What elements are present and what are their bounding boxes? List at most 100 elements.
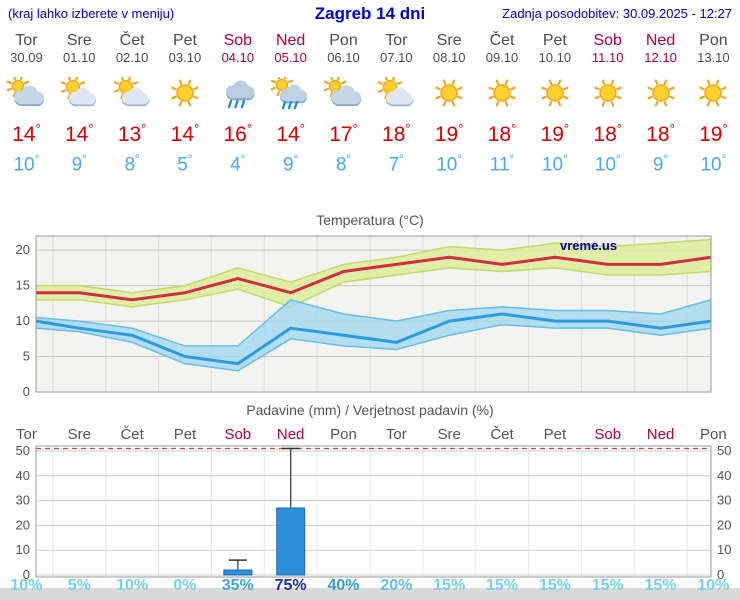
precip-probability: 35% [221,577,254,594]
precip-day-label: Sob [224,426,252,443]
last-update: Zadnja posodobitev: 30.09.2025 - 12:27 [502,6,732,21]
precip-probability-row: 10% 5% 10% 0% 35% 75% 40% 20% 15% 15% 15% 15% 15% 10% [0,577,740,595]
temp-min: 5° [177,153,193,176]
precip-day-label: Čet [120,426,144,443]
precip-day-label: Sre [67,426,91,443]
temp-max: 13° [117,121,147,146]
day-name: Tor [385,32,408,49]
temp-max: 18° [593,121,622,146]
temp-max: 14° [64,121,94,146]
sunny-weather-icon [482,77,522,111]
day-column-pet-03.10[interactable]: Pet 03.10 14° 5° [159,32,212,175]
precip-probability: 20% [380,577,413,594]
precip-probability: 15% [591,577,624,594]
temp-min: 4° [230,153,246,176]
svg-text:50: 50 [717,443,731,458]
day-name: Sob [593,32,622,49]
temp-max: 19° [699,121,728,146]
precip-day-label: Pon [700,426,727,443]
svg-text:30: 30 [16,493,30,508]
svg-text:40: 40 [16,468,30,483]
temp-max: 16° [223,121,253,146]
sunny-weather-icon [588,77,628,111]
day-name: Sre [436,32,462,49]
day-date: 01.10 [62,50,96,65]
day-name: Pet [542,32,567,49]
precip-day-label: Sob [594,426,622,443]
temp-min: 9° [652,153,669,176]
precip-probability: 5% [67,577,91,594]
temp-min: 11° [489,153,515,176]
temp-max: 18° [487,121,517,146]
svg-text:15: 15 [16,278,30,293]
day-date: 06.10 [327,50,360,65]
day-date: 09.10 [485,50,519,65]
sunny-weather-icon [429,77,469,111]
day-column-čet-02.10[interactable]: Čet 02.10 13° 8° [106,32,159,175]
sunny-weather-icon [165,77,205,111]
temp-max: 14° [12,121,41,146]
precip-day-label: Ned [646,426,675,443]
day-date: 05.10 [274,50,307,65]
precip-day-labels-row: Tor Sre Čet Pet Sob Ned Pon Tor Sre Čet Pet Sob Ned P… [0,426,740,443]
precip-probability: 15% [486,577,519,594]
day-name: Pon [699,32,728,49]
temp-min: 10° [13,153,40,176]
day-column-ned-12.10[interactable]: Ned 12.10 18° 9° [634,32,687,175]
temp-max: 18° [382,121,411,146]
sunny-weather-icon [693,77,733,111]
day-date: 03.10 [168,50,202,65]
partly-weather-icon [59,74,99,111]
day-date: 07.10 [380,50,413,65]
day-column-sre-01.10[interactable]: Sre 01.10 14° 9° [53,32,106,175]
page-title: Zagreb 14 dni [314,4,426,23]
day-date: 11.10 [591,50,624,65]
temp-min: 10° [700,153,727,176]
precip-day-label: Pon [330,426,357,443]
precip-probability: 10% [697,577,730,594]
day-date: 04.10 [221,50,255,65]
svg-text:5: 5 [23,349,30,364]
svg-text:10: 10 [717,542,731,557]
precip-day-label: Ned [276,426,305,443]
temp-max: 17° [329,121,358,146]
day-column-sre-08.10[interactable]: Sre 08.10 19° 10° [423,32,476,175]
precip-probability: 15% [433,577,466,594]
temp-max: 14° [170,121,200,146]
day-name: Ned [645,32,676,49]
precip-probability: 75% [274,577,307,594]
day-date: 02.10 [115,50,149,65]
day-column-sob-11.10[interactable]: Sob 11.10 18° 10° [581,32,634,175]
precip-day-label: Pet [543,426,567,443]
temp-min: 10° [594,153,621,176]
day-column-tor-07.10[interactable]: Tor 07.10 18° 7° [370,32,423,175]
cloudy-weather-icon [323,74,363,111]
svg-text:20: 20 [16,517,30,532]
day-column-pet-10.10[interactable]: Pet 10.10 19° 10° [528,32,581,175]
svg-text:0: 0 [23,384,30,398]
day-date: 08.10 [432,50,466,65]
rain-weather-icon [218,77,258,111]
temp-chart-title: Temperatura (°C) [316,212,424,228]
day-date: 30.09 [10,50,43,65]
temp-min: 8° [335,153,352,176]
day-column-sob-04.10[interactable]: Sob 04.10 16° 4° [211,32,264,175]
svg-text:10: 10 [16,542,30,557]
svg-text:20: 20 [16,242,30,257]
day-name: Pon [329,32,358,49]
precip-day-label: Sre [437,426,461,443]
temp-min: 9° [282,153,299,176]
precip-probability: 15% [644,577,677,594]
precip-day-label: Tor [16,426,37,443]
day-column-čet-09.10[interactable]: Čet 09.10 18° 11° [476,32,529,175]
temp-min: 10° [541,153,568,176]
precipitation-chart: 0 0 10 10 20 20 30 30 40 40 50 50 [16,443,732,582]
temp-max: 18° [646,121,675,146]
day-column-pon-13.10[interactable]: Pon 13.10 19° 10° [687,32,740,175]
day-column-tor-30.09[interactable]: Tor 30.09 14° 10° [0,32,53,175]
day-name: Tor [15,32,38,49]
day-column-pon-06.10[interactable]: Pon 06.10 17° 8° [317,32,370,175]
header: (kraj lahko izberete v meniju) Zagreb 14… [0,0,740,26]
precip-probability: 0% [173,577,197,594]
day-column-ned-05.10[interactable]: Ned 05.10 14° 9° [264,32,317,175]
